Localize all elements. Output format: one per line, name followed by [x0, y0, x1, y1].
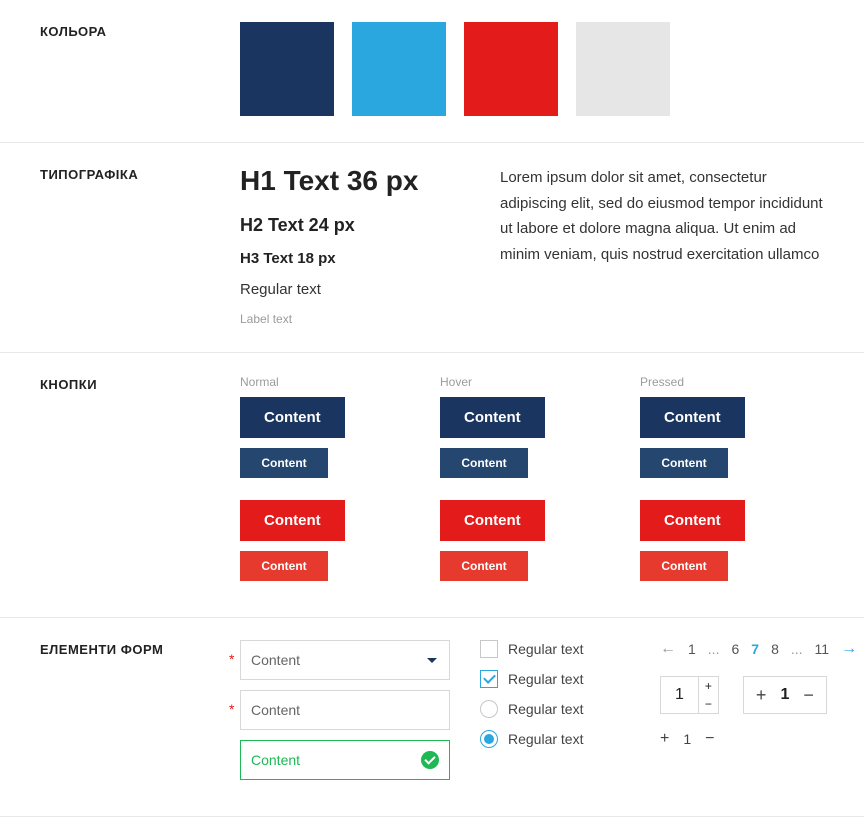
dropdown-value: Content — [251, 652, 300, 668]
stepper-minus-icon[interactable]: − — [705, 730, 714, 748]
section-typography: ТИПОГРАФІКА H1 Text 36 px H2 Text 24 px … — [0, 143, 864, 353]
checkbox-checked[interactable] — [480, 670, 498, 688]
radio-label: Regular text — [508, 701, 583, 717]
state-label-hover: Hover — [440, 375, 600, 389]
pagination-page[interactable]: 8 — [771, 641, 779, 657]
pagination-prev-icon[interactable]: ← — [660, 640, 676, 658]
pagination-page[interactable]: 1 — [688, 641, 696, 657]
pagination-next-icon[interactable]: → — [841, 640, 857, 658]
pagination-ellipsis: ... — [791, 641, 803, 657]
stepper-value: 1 — [683, 731, 691, 747]
stepper-plain: + 1 − — [660, 730, 857, 748]
swatch-blue — [352, 22, 446, 116]
paragraph-sample: Lorem ipsum dolor sit amet, consectetur … — [500, 165, 824, 326]
section-buttons: КНОПКИ Normal Content Content Content Co… — [0, 353, 864, 618]
button-navy-small-hover[interactable]: Content — [440, 448, 528, 478]
button-red-small-hover[interactable]: Content — [440, 551, 528, 581]
button-navy-small-normal[interactable]: Content — [240, 448, 328, 478]
text-field-value: Content — [251, 702, 300, 718]
stepper-value: 1 — [780, 686, 789, 704]
pagination-page[interactable]: 6 — [731, 641, 739, 657]
state-label-pressed: Pressed — [640, 375, 800, 389]
section-colors: КОЛЬОРА — [0, 0, 864, 143]
radio-label: Regular text — [508, 731, 583, 747]
button-navy-large-hover[interactable]: Content — [440, 397, 545, 438]
swatch-navy — [240, 22, 334, 116]
stepper-minus-icon[interactable]: − — [699, 695, 718, 713]
stepper-plus-icon[interactable]: + — [756, 685, 767, 706]
button-navy-small-pressed[interactable]: Content — [640, 448, 728, 478]
pagination-ellipsis: ... — [708, 641, 720, 657]
dropdown-field[interactable]: Content — [240, 640, 450, 680]
section-forms: ЕЛЕМЕНТИ ФОРМ Content Content Content Re… — [0, 618, 864, 817]
checkbox-label: Regular text — [508, 641, 583, 657]
button-red-large-hover[interactable]: Content — [440, 500, 545, 541]
stepper-vertical: 1 + − — [660, 676, 719, 714]
pagination-page-active[interactable]: 7 — [751, 641, 759, 657]
stepper-plus-icon[interactable]: + — [699, 677, 718, 695]
heading-h2: H2 Text 24 px — [240, 215, 460, 236]
stepper-value: 1 — [661, 686, 698, 704]
checkbox-label: Regular text — [508, 671, 583, 687]
heading-h1: H1 Text 36 px — [240, 165, 460, 197]
text-label: Label text — [240, 312, 460, 326]
pagination-page[interactable]: 11 — [815, 641, 830, 657]
checkbox-unchecked[interactable] — [480, 640, 498, 658]
state-label-normal: Normal — [240, 375, 400, 389]
stepper-horizontal: + 1 − — [743, 676, 827, 714]
section-label-colors: КОЛЬОРА — [40, 22, 240, 116]
button-navy-large-pressed[interactable]: Content — [640, 397, 745, 438]
color-swatches — [240, 22, 824, 116]
section-label-forms: ЕЛЕМЕНТИ ФОРМ — [40, 640, 240, 790]
button-red-small-pressed[interactable]: Content — [640, 551, 728, 581]
check-circle-icon — [421, 751, 439, 769]
swatch-gray — [576, 22, 670, 116]
button-red-small-normal[interactable]: Content — [240, 551, 328, 581]
section-label-typography: ТИПОГРАФІКА — [40, 165, 240, 326]
text-field[interactable]: Content — [240, 690, 450, 730]
button-navy-large-normal[interactable]: Content — [240, 397, 345, 438]
heading-h3: H3 Text 18 px — [240, 250, 460, 267]
button-red-large-normal[interactable]: Content — [240, 500, 345, 541]
text-regular: Regular text — [240, 281, 460, 298]
radio-unchecked[interactable] — [480, 700, 498, 718]
pagination: ← 1 ... 6 7 8 ... 11 → — [660, 640, 857, 658]
stepper-plus-icon[interactable]: + — [660, 730, 669, 748]
text-field-success-value: Content — [251, 752, 300, 768]
radio-checked[interactable] — [480, 730, 498, 748]
stepper-minus-icon[interactable]: − — [803, 685, 814, 706]
swatch-red — [464, 22, 558, 116]
text-field-success[interactable]: Content — [240, 740, 450, 780]
button-red-large-pressed[interactable]: Content — [640, 500, 745, 541]
section-label-buttons: КНОПКИ — [40, 375, 240, 591]
